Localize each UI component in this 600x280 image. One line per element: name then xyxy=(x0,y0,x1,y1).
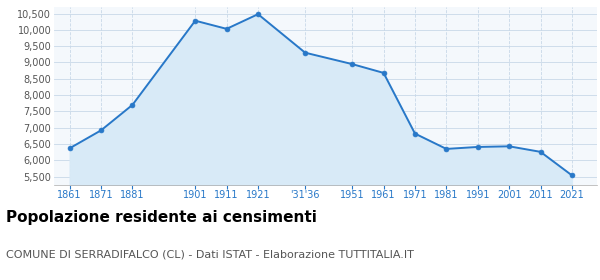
Text: Popolazione residente ai censimenti: Popolazione residente ai censimenti xyxy=(6,210,317,225)
Text: COMUNE DI SERRADIFALCO (CL) - Dati ISTAT - Elaborazione TUTTITALIA.IT: COMUNE DI SERRADIFALCO (CL) - Dati ISTAT… xyxy=(6,249,414,259)
